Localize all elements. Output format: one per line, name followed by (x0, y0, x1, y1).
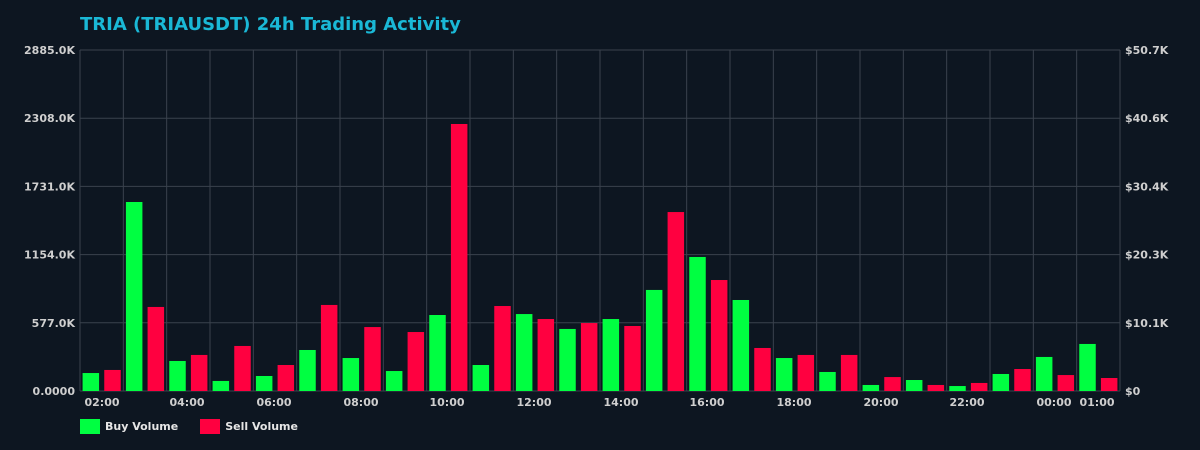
buy-volume-bar (1035, 356, 1053, 391)
sell-volume-bar (407, 332, 425, 391)
svg-text:$40.6K: $40.6K (1125, 112, 1169, 125)
svg-text:08:00: 08:00 (343, 396, 378, 409)
y-axis-right: $0 $10.1K $20.3K $30.4K $40.6K $50.7K (1125, 44, 1169, 398)
buy-volume-bar (385, 371, 403, 391)
sell-volume-bar (754, 347, 771, 391)
buy-volume-bar (775, 358, 793, 391)
buy-volume-bar (862, 384, 880, 391)
buy-volume-bar (299, 349, 316, 391)
buy-volume-bar (429, 314, 446, 391)
sell-swatch-icon (200, 419, 221, 434)
svg-text:$10.1K: $10.1K (1125, 317, 1169, 330)
buy-volume-bar (82, 373, 100, 391)
x-axis: 02:00 04:00 06:00 08:00 10:00 12:00 14:00 16:00… (84, 396, 1114, 409)
sell-volume-bar (1100, 377, 1118, 391)
buy-volume-bar (905, 380, 923, 391)
legend-item-sell[interactable]: Sell Volume (200, 419, 298, 434)
svg-text:01:00: 01:00 (1079, 396, 1114, 409)
buy-volume-bar (992, 373, 1010, 391)
sell-volume-bar (970, 382, 988, 391)
legend-label-sell: Sell Volume (225, 420, 298, 433)
sell-volume-bar (104, 369, 121, 391)
sell-volume-bar (320, 304, 338, 391)
svg-text:577.0K: 577.0K (32, 317, 76, 330)
buy-volume-bar (819, 371, 836, 391)
legend-item-buy[interactable]: Buy Volume (80, 419, 178, 434)
sell-volume-bar (667, 212, 685, 391)
svg-text:12:00: 12:00 (516, 396, 551, 409)
chart-legend: Buy Volume Sell Volume (80, 419, 298, 434)
volume-bars (82, 123, 1118, 391)
svg-text:02:00: 02:00 (84, 396, 119, 409)
svg-text:14:00: 14:00 (603, 396, 638, 409)
buy-volume-bar (169, 360, 186, 391)
sell-volume-bar (580, 323, 598, 391)
buy-volume-bar (472, 364, 490, 391)
buy-volume-bar (212, 380, 230, 391)
sell-volume-bar (927, 384, 945, 391)
buy-volume-bar (949, 386, 966, 391)
svg-text:00:00: 00:00 (1036, 396, 1071, 409)
sell-volume-bar (450, 123, 468, 391)
svg-text:$0: $0 (1125, 385, 1141, 398)
buy-volume-bar (602, 319, 620, 391)
svg-text:06:00: 06:00 (256, 396, 291, 409)
sell-volume-bar (884, 377, 901, 391)
svg-text:0.0000: 0.0000 (33, 385, 76, 398)
sell-volume-bar (277, 364, 295, 391)
svg-text:1731.0K: 1731.0K (24, 180, 75, 193)
buy-volume-bar (732, 299, 750, 391)
sell-volume-bar (624, 325, 641, 391)
sell-volume-bar (494, 306, 511, 391)
chart-grid (79, 49, 1121, 392)
buy-volume-bar (645, 289, 663, 391)
sell-volume-bar (234, 345, 251, 391)
svg-text:$20.3K: $20.3K (1125, 249, 1169, 262)
svg-text:20:00: 20:00 (863, 396, 898, 409)
sell-volume-bar (840, 354, 858, 391)
sell-volume-bar (364, 327, 381, 391)
svg-text:2308.0K: 2308.0K (24, 112, 75, 125)
y-axis-left: 0.0000 577.0K 1154.0K 1731.0K 2308.0K 2885.0K (24, 44, 75, 398)
buy-volume-bar (342, 358, 360, 391)
buy-volume-bar (255, 375, 273, 391)
sell-volume-bar (147, 306, 165, 391)
sell-volume-bar (797, 354, 815, 391)
sell-volume-bar (537, 319, 555, 391)
buy-volume-bar (1079, 343, 1096, 391)
buy-volume-bar (515, 314, 533, 391)
svg-text:1154.0K: 1154.0K (24, 249, 75, 262)
svg-text:16:00: 16:00 (689, 396, 724, 409)
svg-text:18:00: 18:00 (776, 396, 811, 409)
buy-volume-bar (125, 202, 143, 391)
sell-volume-bar (1057, 375, 1075, 391)
sell-volume-bar (710, 280, 728, 391)
svg-text:22:00: 22:00 (949, 396, 984, 409)
svg-text:04:00: 04:00 (169, 396, 204, 409)
svg-text:2885.0K: 2885.0K (24, 44, 75, 57)
legend-label-buy: Buy Volume (105, 420, 179, 433)
buy-volume-bar (689, 256, 706, 391)
buy-volume-bar (559, 328, 576, 391)
chart-title: TRIA (TRIAUSDT) 24h Trading Activity (80, 14, 461, 35)
sell-volume-bar (1014, 369, 1031, 391)
svg-text:$30.4K: $30.4K (1125, 180, 1169, 193)
sell-volume-bar (190, 354, 208, 391)
buy-swatch-icon (80, 419, 100, 434)
svg-text:$50.7K: $50.7K (1125, 44, 1169, 57)
svg-text:10:00: 10:00 (429, 396, 464, 409)
